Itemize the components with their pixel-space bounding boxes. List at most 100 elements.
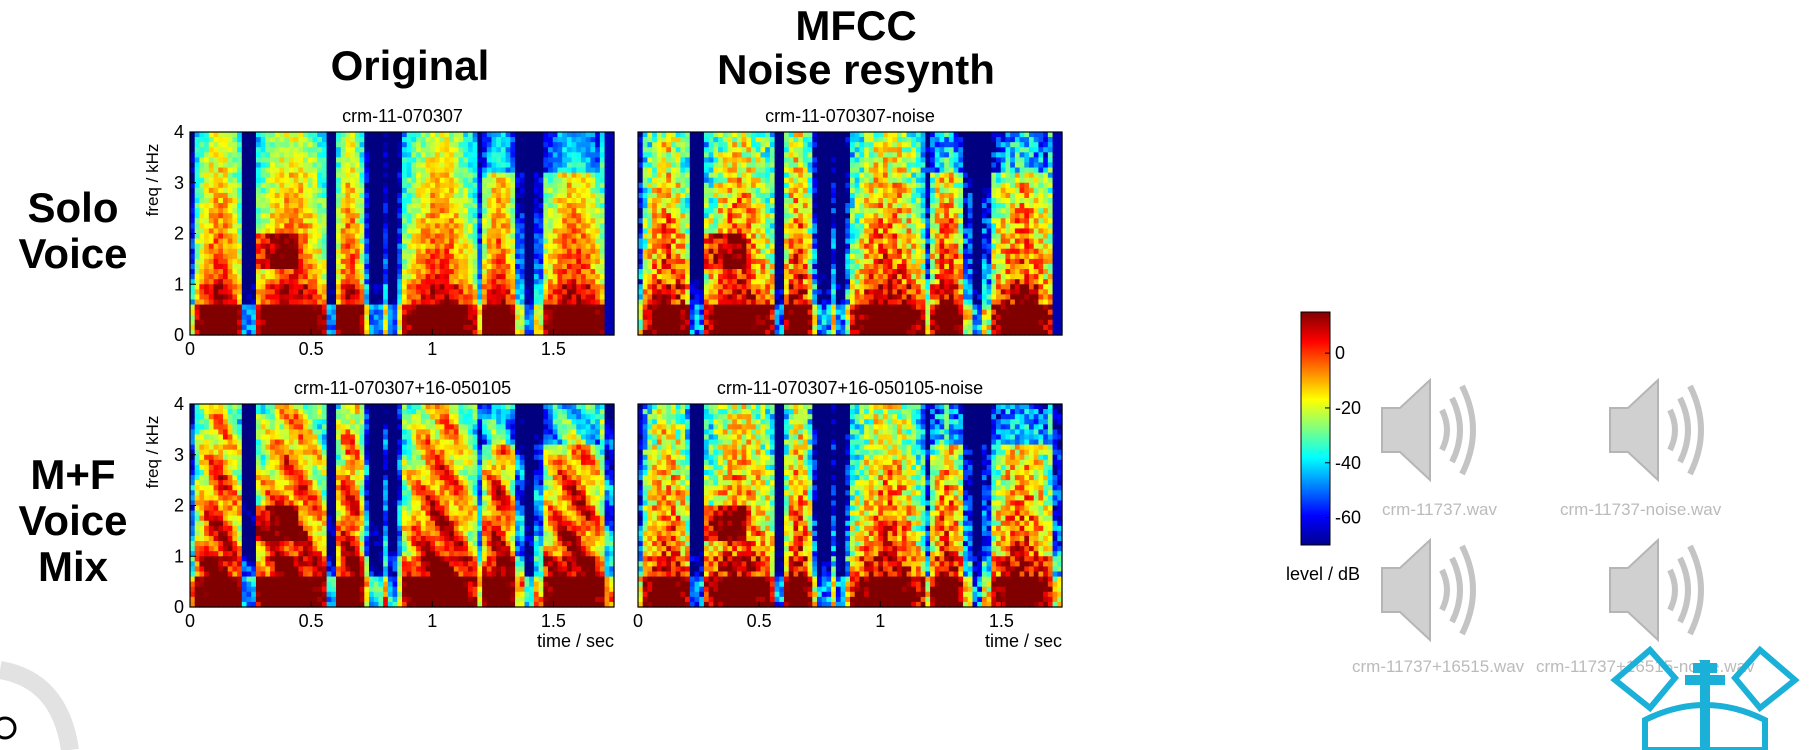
spectrogram-cell: [769, 228, 776, 235]
spectrogram-cell: [784, 329, 790, 336]
spectrogram-cell: [208, 203, 215, 209]
spectrogram-cell: [656, 172, 663, 179]
spectrogram-cell: [411, 279, 417, 285]
spectrogram-cell: [227, 258, 233, 265]
spectrogram-cell: [656, 182, 663, 189]
spectrogram-cell: [218, 218, 224, 224]
spectrogram-cell: [769, 233, 776, 240]
spectrogram-cell: [336, 192, 342, 199]
spectrogram-cell: [331, 284, 337, 290]
spectrogram-cell: [350, 228, 356, 235]
spectrogram-cell: [779, 162, 785, 169]
spectrogram-cell: [548, 304, 554, 311]
spectrogram-cell: [472, 147, 478, 153]
spectrogram-cell: [765, 314, 771, 321]
spectrogram-cell: [599, 187, 606, 194]
spectrogram-cell: [397, 162, 403, 169]
spectrogram-cell: [434, 223, 441, 230]
spectrogram-cell: [463, 137, 469, 143]
spectrogram-cell: [317, 238, 323, 245]
spectrogram-cell: [642, 228, 649, 235]
spectrogram-cell: [642, 142, 649, 148]
spectrogram-cell: [312, 258, 318, 265]
spectrogram-cell: [387, 238, 394, 245]
spectrogram-cell: [260, 218, 266, 224]
spectrogram-cell: [246, 182, 252, 189]
spectrogram-cell: [562, 177, 568, 184]
spectrogram-cell: [406, 228, 413, 235]
spectrogram-cell: [708, 284, 714, 290]
spectrogram-cell: [472, 324, 478, 331]
spectrogram-cell: [732, 157, 738, 164]
spectrogram-cell: [453, 269, 460, 275]
spectrogram-cell: [491, 228, 497, 235]
spectrogram-cell: [336, 319, 342, 326]
spectrogram-cell: [241, 263, 248, 270]
spectrogram-cell: [533, 132, 540, 138]
spectrogram-cell: [425, 289, 431, 295]
spectrogram-cell: [397, 319, 403, 326]
spectrogram-cell: [576, 223, 582, 230]
spectrogram-cell: [439, 213, 445, 219]
spectrogram-cell: [755, 274, 762, 280]
spectrogram-cell: [260, 243, 266, 250]
spectrogram-cell: [218, 324, 224, 331]
spectrogram-cell: [638, 203, 644, 209]
spectrogram-cell: [345, 243, 351, 250]
spectrogram-cell: [340, 253, 347, 260]
spectrogram-cell: [194, 309, 201, 316]
spectrogram-cell: [213, 263, 219, 270]
spectrogram-cell: [703, 258, 710, 265]
spectrogram-cell: [425, 208, 431, 214]
spectrogram-cell: [793, 319, 799, 326]
spectrogram-cell: [274, 187, 281, 194]
spectrogram-cell: [784, 274, 790, 280]
spectrogram-cell: [760, 228, 766, 235]
spectrogram-cell: [260, 329, 266, 336]
spectrogram-cell: [298, 294, 304, 301]
spectrogram-cell: [732, 223, 738, 230]
spectrogram-cell: [416, 274, 422, 280]
spectrogram-cell: [444, 162, 450, 169]
spectrogram-cell: [406, 314, 413, 321]
spectrogram-cell: [336, 289, 342, 295]
spectrogram-cell: [510, 132, 516, 138]
spectrogram-cell: [227, 289, 233, 295]
spectrogram-cell: [642, 279, 649, 285]
spectrogram-cell: [298, 228, 304, 235]
spectrogram-cell: [392, 213, 398, 219]
spectrogram-cell: [482, 228, 488, 235]
spectrogram-cell: [194, 243, 201, 250]
spectrogram-cell: [265, 269, 271, 275]
spectrogram-cell: [208, 223, 215, 230]
spectrogram-cell: [434, 137, 441, 143]
spectrogram-cell: [666, 203, 672, 209]
spectrogram-cell: [397, 218, 403, 224]
spectrogram-cell: [566, 304, 573, 311]
spectrogram-cell: [647, 233, 653, 240]
spectrogram-cell: [359, 314, 365, 321]
spectrogram-cell: [359, 157, 365, 164]
spectrogram-cell: [585, 238, 592, 245]
spectrogram-cell: [345, 284, 351, 290]
spectrogram-cell: [670, 258, 677, 265]
spectrogram-cell: [434, 157, 441, 164]
spectrogram-cell: [392, 187, 398, 194]
spectrogram-cell: [505, 132, 511, 138]
spectrogram-cell: [288, 294, 295, 301]
spectrogram-cell: [505, 243, 511, 250]
spectrogram-cell: [519, 248, 526, 255]
spectrogram-cell: [213, 218, 219, 224]
spectrogram-cell: [552, 132, 559, 138]
spectrogram-cell: [595, 274, 601, 280]
spectrogram-cell: [585, 329, 592, 336]
spectrogram-cell: [241, 157, 248, 164]
spectrogram-cell: [411, 208, 417, 214]
spectrogram-cell: [279, 132, 285, 138]
spectrogram-cell: [581, 228, 587, 235]
spectrogram-cell: [222, 314, 229, 321]
spectrogram-cell: [595, 182, 601, 189]
spectrogram-cell: [331, 289, 337, 295]
spectrogram-cell: [680, 279, 686, 285]
spectrogram-cell: [675, 279, 681, 285]
